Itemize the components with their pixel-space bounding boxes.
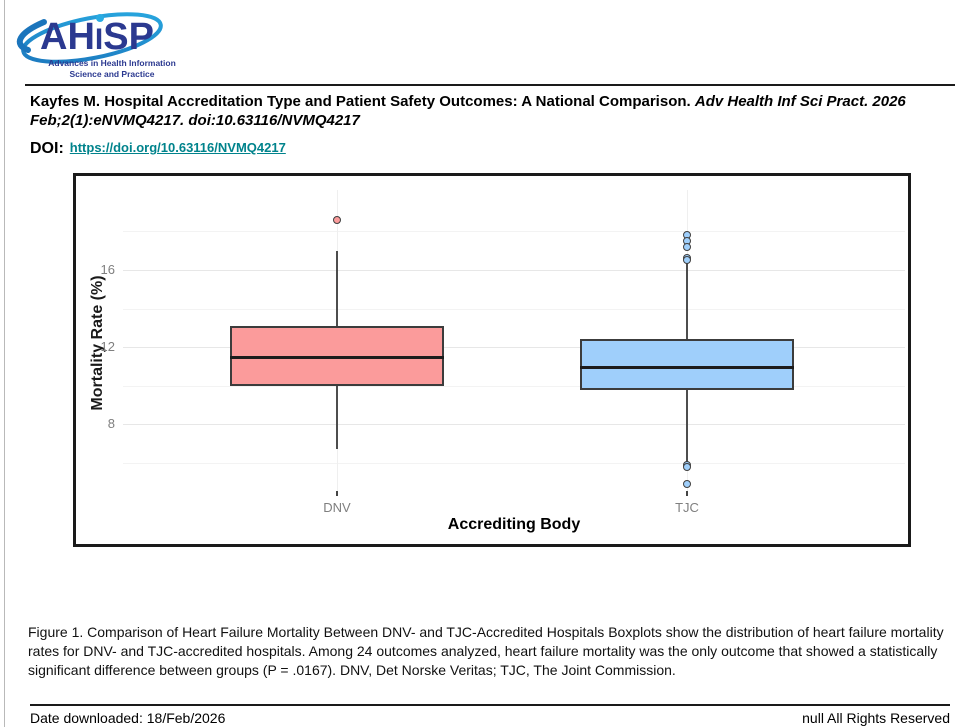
whisker-lower [336, 385, 338, 450]
logo-letter-i: I [95, 14, 104, 57]
gridline-minor [123, 463, 905, 464]
citation-journal: Adv Health Inf Sci Pract. 2026 Feb;2(1):… [30, 93, 906, 129]
median-tjc [580, 365, 794, 369]
logo-tagline: Advances in Health Information Science a… [32, 58, 192, 79]
x-tick-mark [686, 491, 688, 496]
boxplot-chart: Mortality Rate (%) Accrediting Body 8 12 1… [76, 176, 908, 544]
whisker-upper [336, 250, 338, 326]
logo-swoosh-icon [16, 12, 163, 64]
logo-acronym: AHI SP [40, 14, 154, 59]
header-divider [25, 84, 955, 86]
outlier-point [683, 242, 691, 251]
page-edge-line [4, 0, 5, 727]
logo-tagline-line2: Science and Practice [69, 68, 155, 79]
figure-frame: Mortality Rate (%) Accrediting Body 8 12 1… [73, 173, 911, 547]
figure-caption: Figure 1. Comparison of Heart Failure Mo… [28, 624, 944, 678]
rights-text: null All Rights Reserved [802, 710, 950, 726]
gridline-major [123, 347, 905, 349]
x-axis-title: Accrediting Body [447, 516, 581, 533]
doi-label: DOI: [30, 140, 64, 157]
box-tjc [580, 339, 794, 390]
logo-tagline-line1: Advances in Health Information [48, 58, 176, 68]
outlier-point [683, 256, 691, 265]
y-tick-label: 16 [100, 262, 115, 277]
gridline-major [123, 270, 905, 271]
citation: Kayfes M. Hospital Accreditation Type an… [30, 92, 960, 130]
gridline-minor [123, 308, 905, 310]
x-tick-mark [336, 491, 338, 496]
logo-part-post: SP [103, 16, 154, 58]
download-date: Date downloaded: 18/Feb/2026 [30, 710, 226, 726]
citation-title: Kayfes M. Hospital Accreditation Type an… [30, 93, 691, 110]
logo-part-pre: AH [40, 16, 95, 58]
gridline-major [123, 424, 905, 426]
outlier-point [683, 462, 691, 471]
gridline-minor [123, 231, 905, 233]
journal-logo: AHI SP Advances in Health Information Sci… [14, 6, 204, 79]
doi-link[interactable]: https://doi.org/10.63116/NVMQ4217 [69, 140, 286, 155]
gridline-minor [123, 385, 905, 387]
logo-i-dot-icon [95, 14, 104, 22]
footer-divider [30, 704, 950, 706]
x-tick-label: TJC [675, 500, 699, 515]
outlier-point [333, 215, 341, 224]
outlier-point [683, 480, 691, 489]
doi-line: DOI: https://doi.org/10.63116/NVMQ4217 [30, 140, 286, 158]
footer: Date downloaded: 18/Feb/2026 null All Ri… [30, 710, 950, 726]
y-tick-label: 12 [100, 339, 115, 355]
median-dnv [230, 355, 444, 359]
y-tick-label: 8 [107, 416, 115, 432]
whisker-lower [686, 389, 688, 463]
x-tick-label: DNV [323, 500, 351, 515]
whisker-upper [686, 260, 688, 340]
